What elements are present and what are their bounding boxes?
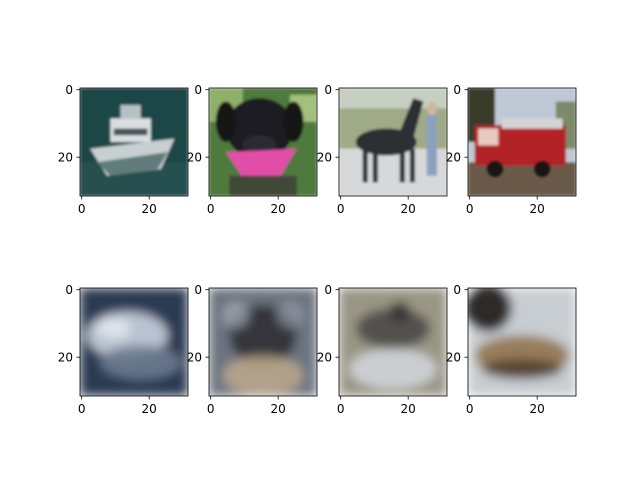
y-tick-label: 20 <box>446 351 461 365</box>
image-region <box>120 104 141 119</box>
subplot-original-boat: 0 20 0 20 <box>58 83 189 216</box>
image-region <box>96 152 168 176</box>
image-region <box>426 101 437 115</box>
y-tick-label: 0 <box>194 83 202 97</box>
subplot-original-fire-truck: 0 20 0 20 <box>446 83 577 216</box>
x-tick-label: 0 <box>207 202 215 216</box>
image-region <box>468 288 512 332</box>
y-tick-label: 0 <box>324 283 332 297</box>
image-region <box>399 98 424 139</box>
axes-frame <box>208 287 318 397</box>
image-region <box>409 148 415 183</box>
image-region <box>96 318 131 339</box>
x-tick-label: 0 <box>466 202 474 216</box>
image-region <box>349 348 437 390</box>
subplot-reconstruction-boat: 0 20 0 20 <box>58 283 189 416</box>
y-tick-label: 20 <box>446 151 461 165</box>
axes-frame <box>467 287 577 397</box>
y-tick-label: 0 <box>453 83 461 97</box>
axes-frame <box>208 87 318 197</box>
image-region <box>225 148 297 183</box>
image-region <box>225 98 294 159</box>
y-tick-label: 0 <box>324 83 332 97</box>
subplot-original-horse: 0 20 0 20 <box>317 83 448 216</box>
x-tick-label: 20 <box>142 202 157 216</box>
image-region <box>100 345 182 380</box>
y-tick-label: 0 <box>453 283 461 297</box>
image-region <box>215 101 236 142</box>
image-region <box>362 148 368 183</box>
x-tick-label: 20 <box>142 402 157 416</box>
image-region <box>533 160 551 178</box>
x-tick-label: 0 <box>78 202 86 216</box>
image-reconstruction-dog <box>209 288 317 396</box>
image-original-boat <box>80 88 188 196</box>
y-tick-label: 20 <box>58 151 73 165</box>
image-reconstruction-boat <box>80 288 188 396</box>
image-region <box>399 148 405 183</box>
image-region <box>113 128 148 136</box>
image-region <box>478 128 499 146</box>
image-original-horse <box>339 88 447 196</box>
image-original-dog <box>209 88 317 196</box>
image-region <box>276 301 304 329</box>
y-tick-label: 0 <box>194 283 202 297</box>
y-tick-label: 20 <box>317 151 332 165</box>
subplot-original-dog: 0 20 0 20 <box>187 83 318 216</box>
image-original-fire-truck <box>468 88 576 196</box>
x-tick-label: 20 <box>271 202 286 216</box>
axes-frame <box>79 287 189 397</box>
image-reconstruction-horse <box>339 288 447 396</box>
axes-frame <box>467 87 577 197</box>
x-tick-label: 20 <box>271 402 286 416</box>
x-tick-label: 20 <box>401 202 416 216</box>
x-tick-label: 20 <box>530 202 545 216</box>
x-tick-label: 0 <box>78 402 86 416</box>
subplot-reconstruction-horse: 0 20 0 20 <box>317 283 448 416</box>
image-region <box>222 301 250 329</box>
subplot-reconstruction-fire-truck: 0 20 0 20 <box>446 283 577 416</box>
axes-frame <box>338 287 448 397</box>
image-region <box>426 115 437 176</box>
image-region <box>355 308 431 349</box>
image-region <box>229 175 297 196</box>
y-tick-label: 20 <box>317 351 332 365</box>
axes-frame <box>338 87 448 197</box>
x-tick-label: 0 <box>337 402 345 416</box>
x-tick-label: 20 <box>401 402 416 416</box>
image-region <box>481 358 563 380</box>
x-tick-label: 20 <box>530 402 545 416</box>
image-region <box>486 160 504 178</box>
y-tick-label: 0 <box>65 83 73 97</box>
image-region <box>389 301 410 322</box>
x-tick-label: 0 <box>466 402 474 416</box>
y-tick-label: 20 <box>187 351 202 365</box>
image-region <box>283 101 304 142</box>
x-tick-label: 0 <box>207 402 215 416</box>
axes-frame <box>79 87 189 197</box>
image-reconstruction-fire-truck <box>468 288 576 396</box>
image-region <box>222 355 304 396</box>
y-tick-label: 20 <box>187 151 202 165</box>
x-tick-label: 0 <box>337 202 345 216</box>
image-region <box>468 162 576 196</box>
subplot-reconstruction-dog: 0 20 0 20 <box>187 283 318 416</box>
y-tick-label: 0 <box>65 283 73 297</box>
image-region <box>372 148 378 183</box>
y-tick-label: 20 <box>58 351 73 365</box>
image-region <box>501 118 563 129</box>
